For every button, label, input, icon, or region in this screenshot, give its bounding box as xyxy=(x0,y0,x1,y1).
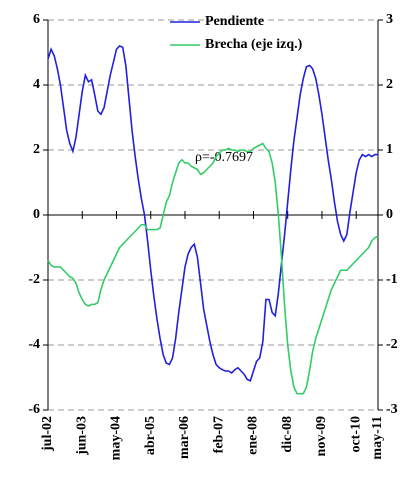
x-tick-label: feb-07 xyxy=(211,416,226,453)
y-tick-label: 0 xyxy=(33,207,40,222)
y-tick-label: 6 xyxy=(33,12,40,27)
y-tick-label: 4 xyxy=(33,77,40,92)
y2-tick-label: 3 xyxy=(386,12,393,27)
y-tick-label: 2 xyxy=(33,142,40,157)
x-tick-label: jul-02 xyxy=(40,416,55,452)
legend-label: Pendiente xyxy=(205,14,264,29)
y2-tick-label: 0 xyxy=(386,207,393,222)
x-tick-label: ene-08 xyxy=(246,416,261,455)
annotation: ρ=-0.7697 xyxy=(195,150,253,165)
y2-tick-label: 2 xyxy=(386,77,393,92)
y2-tick-label: -1 xyxy=(386,272,398,287)
x-tick-label: dic-08 xyxy=(280,416,295,453)
x-tick-label: mar-06 xyxy=(177,416,192,459)
x-tick-label: abr-05 xyxy=(143,416,158,455)
series-line xyxy=(47,142,379,395)
y2-tick-label: -2 xyxy=(386,337,398,352)
x-tick-label: oct-10 xyxy=(348,416,363,453)
y-tick-label: -6 xyxy=(28,402,40,417)
x-tick-label: nov-09 xyxy=(314,416,329,456)
y2-tick-label: 1 xyxy=(386,142,393,157)
x-tick-label: may-11 xyxy=(370,416,385,460)
series-line xyxy=(47,45,378,382)
x-tick-label: may-04 xyxy=(109,416,124,460)
y-tick-label: -4 xyxy=(28,337,40,352)
y2-tick-label: -3 xyxy=(386,402,398,417)
y-tick-label: -2 xyxy=(28,272,40,287)
legend-label: Brecha (eje izq.) xyxy=(205,37,303,52)
x-tick-label: jun-03 xyxy=(74,416,89,456)
